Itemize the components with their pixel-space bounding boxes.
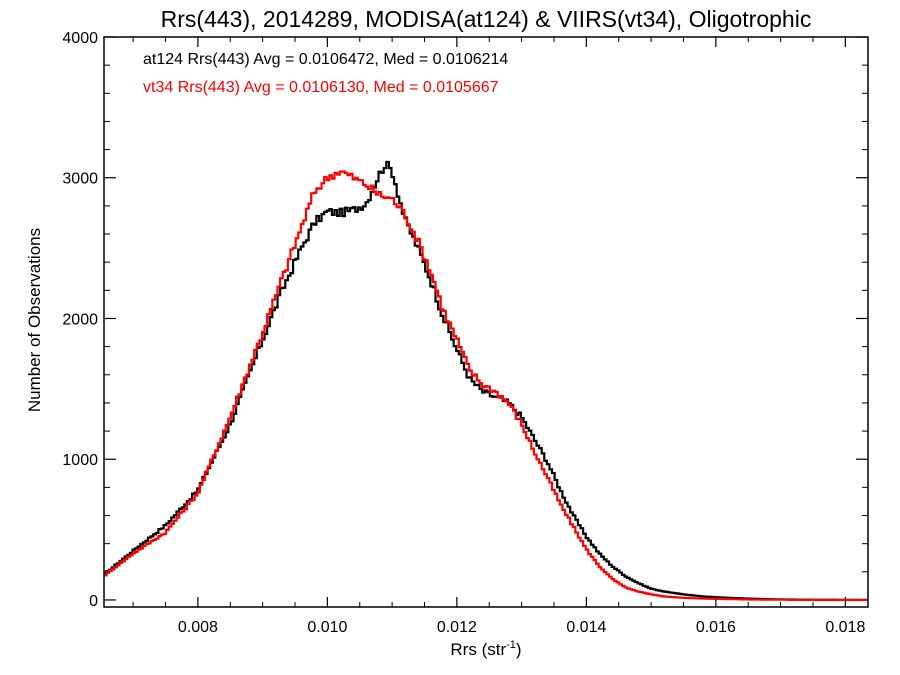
series-red-histogram xyxy=(104,170,868,602)
x-tick-label: 0.008 xyxy=(178,619,218,636)
x-tick-label: 0.018 xyxy=(825,619,865,636)
x-axis-label-main: Rrs (str xyxy=(450,640,506,659)
y-tick-label: 0 xyxy=(89,593,98,610)
x-axis-label: Rrs (str-1) xyxy=(450,639,521,659)
y-tick-label: 2000 xyxy=(62,311,98,328)
series-black-histogram xyxy=(104,160,868,602)
stats-line-black: at124 Rrs(443) Avg = 0.0106472, Med = 0.… xyxy=(143,51,508,68)
x-axis-label-close: ) xyxy=(516,640,522,659)
y-tick-label: 4000 xyxy=(62,30,98,47)
x-axis-label-superscript: -1 xyxy=(506,639,516,651)
y-axis-label-group: Number of Observations xyxy=(25,228,44,412)
plot-area xyxy=(104,160,868,602)
y-tick-label: 3000 xyxy=(62,171,98,188)
chart-title: Rrs(443), 2014289, MODISA(at124) & VIIRS… xyxy=(161,6,812,32)
x-tick-label: 0.012 xyxy=(437,619,477,636)
plot-frame xyxy=(103,36,869,608)
y-axis-label: Number of Observations xyxy=(25,228,44,412)
x-tick-label: 0.016 xyxy=(696,619,736,636)
stats-line-red: vt34 Rrs(443) Avg = 0.0106130, Med = 0.0… xyxy=(143,79,499,96)
x-tick-label: 0.010 xyxy=(307,619,347,636)
x-tick-label: 0.014 xyxy=(566,619,606,636)
y-tick-label: 1000 xyxy=(62,452,98,469)
axis-ticks: 0.008 0.010 0.012 0.014 0.016 0.018 0 1000 2000 3… xyxy=(62,30,868,636)
